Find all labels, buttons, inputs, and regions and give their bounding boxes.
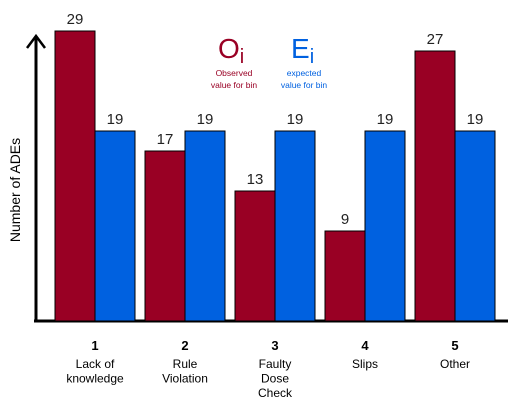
x-tick-number-1: 1 xyxy=(91,338,98,353)
bar-oi-3 xyxy=(234,190,276,322)
bar-oi-1 xyxy=(54,30,96,322)
x-tick-label-4-line1: Slips xyxy=(352,357,378,371)
x-tick-label-2-line2: Violation xyxy=(162,372,208,386)
y-axis-label: Number of ADEs xyxy=(7,138,23,242)
value-label-ei-1: 19 xyxy=(107,111,124,128)
x-tick-label-3-line3: Check xyxy=(258,386,293,400)
x-tick-label-5-line1: Other xyxy=(440,357,470,371)
value-label-ei-3: 19 xyxy=(287,111,304,128)
legend-ei-symbol: Ei xyxy=(291,33,314,68)
bar-oi-5 xyxy=(414,50,456,322)
x-tick-label-1-line2: knowledge xyxy=(66,372,124,386)
x-tick-label-3-line1: Faulty xyxy=(259,357,292,371)
legend-oi-desc-line1: Observed xyxy=(216,68,253,78)
x-tick-label-1-line1: Lack of xyxy=(76,357,115,371)
x-tick-number-4: 4 xyxy=(361,338,369,353)
value-label-oi-3: 13 xyxy=(247,171,264,188)
x-tick-number-5: 5 xyxy=(451,338,458,353)
bar-oi-4 xyxy=(324,230,366,322)
bar-ei-1 xyxy=(94,130,136,322)
legend-oi-desc-line2: value for bin xyxy=(211,80,258,90)
x-tick-number-2: 2 xyxy=(181,338,188,353)
legend-oi-symbol: Oi xyxy=(218,33,244,68)
legend-ei-desc-line2: value for bin xyxy=(281,80,328,90)
value-label-oi-4: 9 xyxy=(341,211,349,228)
value-label-ei-5: 19 xyxy=(467,111,484,128)
x-tick-number-3: 3 xyxy=(271,338,278,353)
x-tick-label-2-line1: Rule xyxy=(173,357,198,371)
value-label-oi-1: 29 xyxy=(67,11,84,28)
y-axis-arrow xyxy=(26,33,46,49)
bar-ei-5 xyxy=(454,130,496,322)
value-label-ei-4: 19 xyxy=(377,111,394,128)
value-labels-group: 29 19 17 19 13 19 9 19 27 19 xyxy=(67,11,484,228)
bar-ei-4 xyxy=(364,130,406,322)
bars-group xyxy=(54,30,496,322)
value-label-oi-5: 27 xyxy=(427,31,444,48)
legend-ei-desc-line1: expected xyxy=(287,68,322,78)
bar-ei-3 xyxy=(274,130,316,322)
bar-oi-2 xyxy=(144,150,186,322)
legend: Oi Observed value for bin Ei expected va… xyxy=(211,33,328,90)
bar-ei-2 xyxy=(184,130,226,322)
value-label-oi-2: 17 xyxy=(157,131,174,148)
x-tick-label-3-line2: Dose xyxy=(261,372,289,386)
value-label-ei-2: 19 xyxy=(197,111,214,128)
